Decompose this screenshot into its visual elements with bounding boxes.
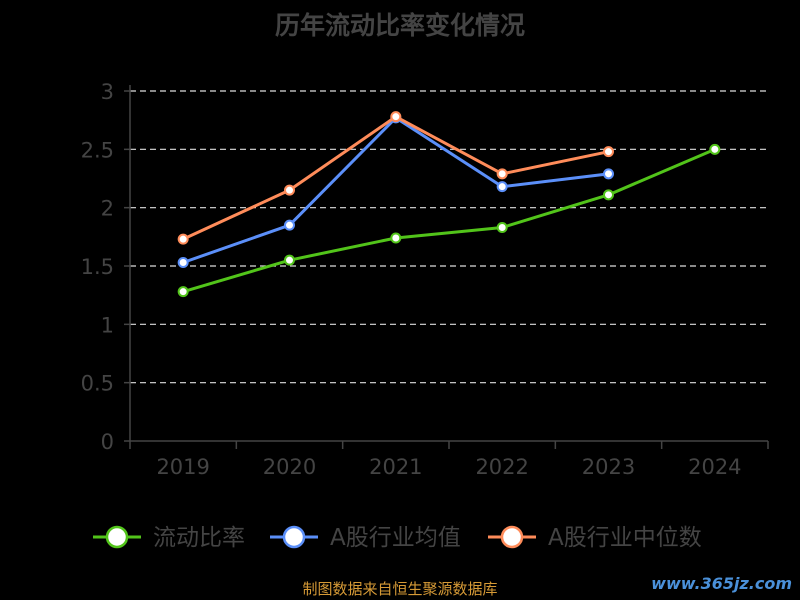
data-point — [177, 257, 189, 268]
series-lines — [177, 111, 721, 298]
series-2 — [177, 112, 614, 268]
watermark-logo: www.365jz.com — [651, 574, 792, 593]
series-line — [182, 115, 609, 241]
data-point — [603, 146, 614, 158]
x-tick-label: 2022 — [475, 455, 528, 479]
legend-label: 流动比率 — [153, 525, 245, 551]
y-tick-label: 0.5 — [81, 372, 114, 396]
legend: 流动比率 A股行业均值 A股行业中位数 — [93, 525, 702, 551]
x-tick-label: 2021 — [369, 455, 422, 479]
data-point — [390, 232, 402, 244]
data-point — [284, 184, 295, 196]
data-point — [390, 111, 402, 123]
legend-marker — [282, 525, 306, 549]
legend-marker — [500, 525, 524, 549]
y-tick-label: 1 — [101, 313, 114, 337]
x-tick-label: 2023 — [582, 455, 635, 479]
y-tick-label: 0 — [101, 430, 114, 454]
legend-label: A股行业均值 — [330, 525, 461, 551]
x-tick-label: 2019 — [156, 455, 209, 479]
legend-item-1: 流动比率 — [93, 525, 245, 551]
data-point — [177, 233, 189, 245]
data-point — [709, 143, 721, 155]
series-line — [182, 147, 716, 294]
legend-item-2: A股行业均值 — [270, 525, 461, 551]
y-tick-label: 1.5 — [81, 255, 114, 279]
data-point — [496, 181, 508, 193]
series-1 — [177, 143, 721, 298]
x-tick-label: 2024 — [688, 455, 741, 479]
y-tick-label: 2 — [101, 197, 114, 221]
y-tick-label: 3 — [101, 80, 114, 104]
data-point — [284, 219, 295, 231]
axes: 0 0.5 1 1.5 2 2.5 3 2019 2020 2021 2022 2023 2024 — [81, 80, 769, 479]
legend-label: A股行业中位数 — [548, 525, 702, 551]
gridlines — [130, 90, 768, 384]
y-tick-label: 2.5 — [81, 138, 114, 162]
data-point — [603, 168, 614, 180]
legend-marker — [105, 525, 129, 549]
series-3 — [177, 111, 614, 245]
data-point — [284, 254, 295, 266]
legend-item-3: A股行业中位数 — [488, 525, 702, 551]
data-point — [603, 189, 614, 201]
x-tick-label: 2020 — [263, 455, 316, 479]
data-point — [496, 168, 508, 180]
chart-title: 历年流动比率变化情况 — [274, 11, 525, 40]
data-point — [177, 286, 189, 298]
data-point — [496, 222, 508, 233]
source-note: 制图数据来自恒生聚源数据库 — [302, 580, 498, 598]
